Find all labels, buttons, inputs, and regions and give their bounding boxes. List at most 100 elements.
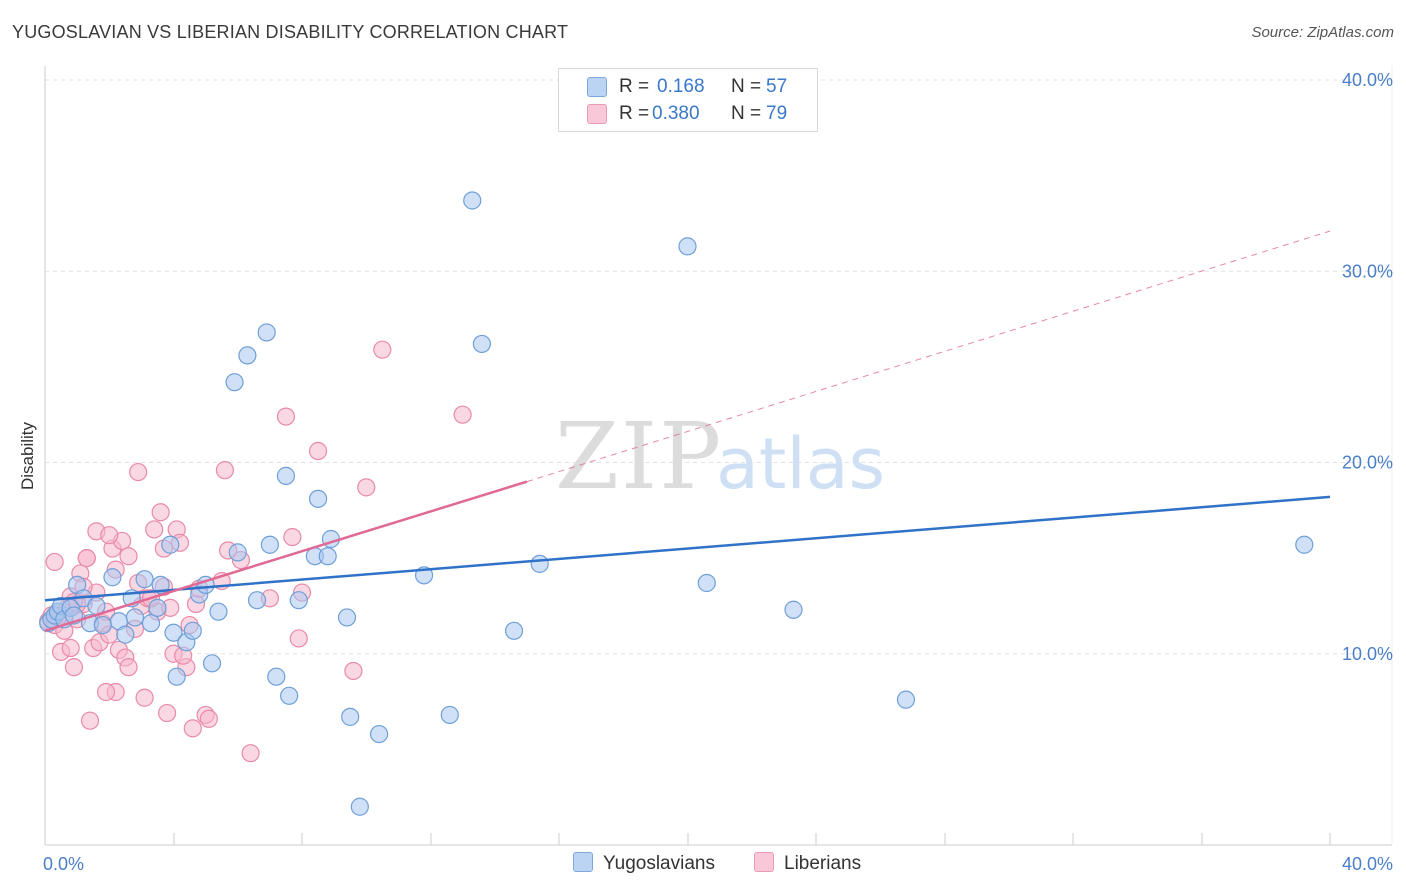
liberian-point bbox=[199, 709, 218, 728]
yugoslavian-point bbox=[103, 568, 122, 587]
liberian-point bbox=[119, 658, 138, 677]
legend-swatch-blue bbox=[573, 852, 593, 872]
yugoslavian-point bbox=[308, 489, 328, 508]
gridlines bbox=[45, 79, 1392, 655]
liberian-point bbox=[453, 405, 472, 424]
yugoslavian-point bbox=[697, 573, 716, 593]
legend-n-label: N = bbox=[731, 103, 762, 124]
yugoslavian-point bbox=[260, 535, 279, 554]
axes bbox=[44, 66, 1393, 846]
yugoslavian-point bbox=[183, 621, 202, 640]
x-tick-label: 40.0% bbox=[1342, 854, 1393, 874]
yugoslavian-point bbox=[341, 707, 360, 726]
trendline-liberians bbox=[44, 480, 528, 632]
yugoslavian-point bbox=[530, 554, 549, 573]
yugoslavian-point bbox=[350, 797, 369, 816]
liberian-point bbox=[241, 744, 260, 763]
legend-row-yugoslavians: R = 0.168 N = 57 bbox=[559, 74, 817, 100]
liberian-point bbox=[96, 682, 116, 702]
y-tick-label: 40.0% bbox=[1342, 70, 1393, 90]
stats-legend: R = 0.168 N = 57 R = 0.380 N = 79 bbox=[558, 68, 818, 132]
legend-r-value: 0.168 bbox=[657, 76, 705, 97]
liberian-point bbox=[77, 549, 96, 568]
liberian-point bbox=[357, 478, 376, 497]
liberian-point bbox=[135, 688, 154, 707]
yugoslavian-point bbox=[93, 615, 112, 635]
source-label: Source: ZipAtlas.com bbox=[1251, 24, 1394, 41]
yugoslavian-point bbox=[318, 547, 337, 566]
legend-label-liberians: Liberians bbox=[784, 853, 862, 874]
liberian-point bbox=[119, 547, 138, 566]
yugoslavian-point bbox=[116, 625, 135, 644]
yugoslavian-point bbox=[276, 466, 296, 485]
yugoslavian-point bbox=[289, 591, 308, 610]
liberian-point bbox=[151, 503, 170, 522]
liberian-point bbox=[308, 441, 328, 461]
y-tick-label: 30.0% bbox=[1342, 261, 1393, 281]
yugoslavian-point bbox=[151, 575, 170, 595]
yugoslavian-point bbox=[472, 334, 491, 354]
yugoslavian-point bbox=[247, 591, 267, 610]
legend-n-value: 57 bbox=[766, 76, 788, 97]
series-liberians bbox=[39, 340, 472, 763]
legend-item-yugoslavians[interactable]: Yugoslavians bbox=[573, 852, 715, 875]
liberian-point bbox=[129, 462, 148, 482]
series-legend: Yugoslavians Liberians bbox=[0, 850, 1406, 878]
yugoslavian-point bbox=[678, 237, 697, 256]
liberian-point bbox=[283, 527, 302, 547]
watermark-atlas: atlas bbox=[716, 423, 885, 505]
legend-row-liberians: R = 0.380 N = 79 bbox=[559, 101, 817, 127]
yugoslavian-point bbox=[280, 686, 299, 705]
yugoslavian-point bbox=[141, 614, 161, 633]
liberian-point bbox=[80, 711, 100, 730]
yugoslavian-point bbox=[784, 600, 803, 619]
liberian-point bbox=[289, 629, 308, 648]
legend-r-label: R = bbox=[619, 76, 650, 97]
liberian-point bbox=[64, 658, 84, 677]
x-tick-labels: 0.0% 40.0% bbox=[43, 854, 1393, 874]
yugoslavian-point bbox=[440, 705, 459, 725]
liberian-point bbox=[157, 703, 177, 723]
legend-n-label: N = bbox=[731, 76, 762, 97]
yugoslavian-point bbox=[202, 654, 222, 673]
liberian-point bbox=[344, 661, 363, 681]
yugoslavian-point bbox=[896, 690, 916, 709]
liberian-point bbox=[45, 552, 64, 572]
yugoslavian-point bbox=[257, 323, 276, 342]
trendline-liberians-extension bbox=[526, 230, 1331, 483]
legend-r-label: R = bbox=[619, 103, 650, 124]
liberian-point bbox=[145, 520, 164, 539]
series-yugoslavians bbox=[39, 191, 1314, 816]
yugoslavian-point bbox=[164, 623, 183, 642]
yugoslavian-point bbox=[225, 373, 244, 392]
legend-item-liberians[interactable]: Liberians bbox=[754, 852, 861, 875]
legend-r-value: 0.380 bbox=[652, 103, 700, 124]
yugoslavian-point bbox=[267, 667, 286, 686]
yugoslavian-point bbox=[337, 608, 357, 627]
liberian-point bbox=[276, 407, 296, 426]
legend-label-yugoslavians: Yugoslavians bbox=[603, 853, 715, 874]
legend-swatch-pink bbox=[754, 852, 774, 872]
chart-title: YUGOSLAVIAN VS LIBERIAN DISABILITY CORRE… bbox=[12, 22, 569, 42]
x-tick-label: 0.0% bbox=[43, 854, 84, 874]
y-axis-label: Disability bbox=[18, 421, 37, 490]
trendlines bbox=[44, 230, 1331, 632]
y-tick-labels: 10.0% 20.0% 30.0% 40.0% bbox=[1342, 70, 1393, 664]
yugoslavian-point bbox=[161, 535, 180, 554]
liberian-point bbox=[183, 719, 202, 738]
liberian-point bbox=[100, 526, 119, 545]
y-tick-label: 10.0% bbox=[1342, 644, 1393, 664]
y-tick-label: 20.0% bbox=[1342, 453, 1393, 473]
watermark: ZIP atlas bbox=[555, 403, 885, 510]
yugoslavian-point bbox=[1295, 535, 1314, 554]
liberian-point bbox=[215, 461, 234, 480]
yugoslavian-point bbox=[463, 191, 482, 210]
legend-n-value: 79 bbox=[766, 103, 788, 124]
yugoslavian-point bbox=[135, 570, 154, 589]
watermark-zip: ZIP bbox=[555, 403, 723, 510]
legend-swatch-blue bbox=[587, 77, 607, 97]
trendline-yugoslavians bbox=[44, 495, 1331, 602]
liberian-point bbox=[373, 340, 392, 359]
yugoslavian-point bbox=[504, 621, 524, 640]
